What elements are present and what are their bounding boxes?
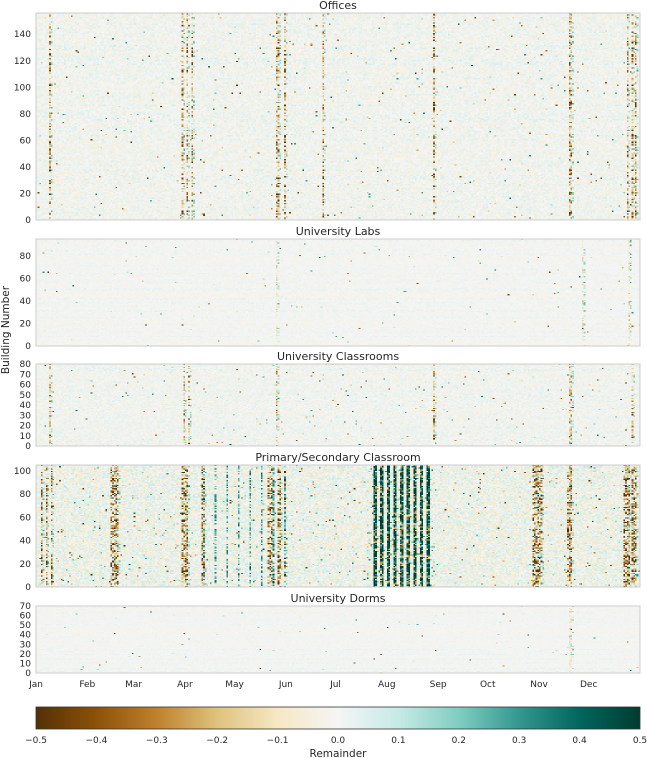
y-tick-label: 50 — [20, 621, 32, 631]
heatmap-primary-secondary-classroom — [36, 465, 640, 587]
y-tick-label: 20 — [20, 189, 32, 199]
panel-offices: Offices 0 20 40 60 80 100 120 140 — [14, 0, 641, 226]
y-tick-label: 100 — [14, 83, 31, 93]
axes-frame — [35, 464, 641, 588]
y-tick-label: 60 — [20, 612, 32, 622]
heatmap-university-classrooms — [36, 364, 640, 446]
axes-frame — [35, 12, 641, 221]
y-tick-label: 40 — [20, 537, 32, 547]
colorbar: −0.5 −0.4 −0.3 −0.2 −0.1 0.0 0.1 0.2 0.3 0.4 0.5 Re… — [25, 706, 647, 758]
x-tick-label: Jun — [278, 680, 293, 690]
colorbar-tick-label: −0.1 — [267, 736, 289, 746]
colorbar-tick-label: 0.4 — [572, 736, 587, 746]
x-tick-label: Mar — [125, 680, 142, 690]
y-tick-label: 60 — [20, 513, 32, 523]
x-tick-label: May — [225, 680, 244, 690]
colorbar-tick-label: 0.0 — [331, 736, 346, 746]
colorbar-tick-label: 0.1 — [391, 736, 405, 746]
y-tick-label: 40 — [20, 401, 32, 411]
panel-title: University Classrooms — [277, 350, 399, 363]
y-tick-label: 0 — [25, 216, 31, 226]
panel-title: Primary/Secondary Classroom — [255, 451, 420, 464]
x-tick-label: Oct — [480, 680, 496, 690]
y-tick-label: 60 — [20, 274, 32, 284]
colorbar-tick-label: −0.3 — [146, 736, 168, 746]
y-axis-label: Building Number — [0, 285, 12, 374]
x-tick-label: Sep — [430, 680, 447, 690]
y-tick-label: 0 — [25, 342, 31, 352]
heatmap-offices — [36, 13, 640, 220]
y-tick-label: 60 — [20, 381, 32, 391]
y-tick-label: 70 — [20, 370, 32, 380]
x-tick-label: Dec — [580, 680, 597, 690]
y-tick-label: 120 — [14, 57, 31, 67]
y-tick-label: 40 — [20, 631, 32, 641]
y-tick-label: 0 — [25, 583, 31, 593]
axes-frame — [35, 605, 641, 674]
x-tick-label: Jul — [329, 680, 341, 690]
axes-frame — [35, 238, 641, 347]
x-tick-label: Aug — [378, 680, 396, 690]
y-tick-label: 60 — [20, 136, 32, 146]
y-tick-label: 20 — [20, 319, 32, 329]
y-tick-label: 30 — [20, 411, 32, 421]
y-tick-label: 80 — [20, 490, 32, 500]
x-tick-label: Jan — [28, 680, 43, 690]
colorbar-tick-label: −0.5 — [25, 736, 47, 746]
y-tick-label: 80 — [20, 252, 32, 262]
x-tick-label: Nov — [530, 680, 548, 690]
y-tick-label: 80 — [20, 360, 32, 370]
y-tick-label: 0 — [25, 669, 31, 679]
y-tick-label: 80 — [20, 110, 32, 120]
colorbar-label: Remainder — [310, 748, 368, 758]
y-tick-label: 50 — [20, 391, 32, 401]
heatmap-university-dorms — [36, 606, 640, 673]
axes-frame — [35, 363, 641, 447]
panel-title: Offices — [319, 0, 357, 12]
colorbar-tick-label: 0.2 — [452, 736, 466, 746]
y-tick-label: 40 — [20, 297, 32, 307]
y-tick-label: 20 — [20, 422, 32, 432]
y-tick-label: 0 — [25, 442, 31, 452]
x-tick-label: Feb — [79, 680, 95, 690]
panel-title: University Labs — [296, 225, 381, 238]
y-tick-label: 140 — [14, 30, 31, 40]
y-tick-label: 30 — [20, 640, 32, 650]
colorbar-tick-label: 0.5 — [633, 736, 647, 746]
y-tick-label: 10 — [20, 432, 32, 442]
y-tick-label: 70 — [20, 602, 32, 612]
y-tick-label: 20 — [20, 560, 32, 570]
panel-title: University Dorms — [291, 592, 386, 605]
y-tick-label: 10 — [20, 659, 32, 669]
colorbar-tick-label: −0.4 — [85, 736, 107, 746]
x-tick-label: Apr — [177, 680, 193, 690]
colorbar-gradient — [35, 706, 641, 730]
panel-university-labs: University Labs 0 20 40 60 80 — [20, 225, 641, 352]
y-tick-label: 40 — [20, 163, 32, 173]
heatmap-university-labs — [36, 239, 640, 346]
y-tick-label: 20 — [20, 650, 32, 660]
colorbar-tick-label: 0.3 — [512, 736, 526, 746]
colorbar-tick-label: −0.2 — [206, 736, 228, 746]
y-tick-label: 100 — [14, 467, 31, 477]
panel-primary-secondary-classroom: Primary/Secondary Classroom 0 20 40 60 80 100 — [14, 451, 641, 593]
